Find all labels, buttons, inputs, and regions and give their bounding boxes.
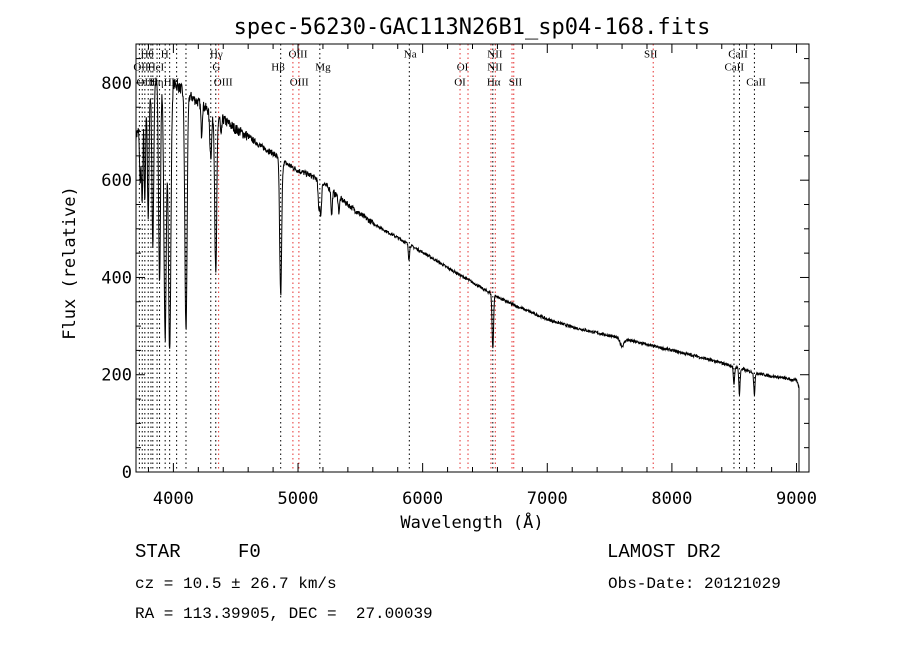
- spectral-line-label: G: [212, 61, 220, 73]
- y-tick-label: 800: [101, 74, 132, 94]
- x-axis-label: Wavelength (Å): [400, 511, 543, 533]
- y-tick-label: 600: [101, 171, 132, 191]
- x-tick-label: 6000: [402, 489, 443, 509]
- y-tick-label: 200: [101, 366, 132, 386]
- spectral-line-label: Mg: [315, 61, 331, 73]
- x-tick-label: 8000: [651, 489, 692, 509]
- spectrum-line: [135, 77, 800, 472]
- spectral-line-label: OI: [454, 76, 466, 88]
- x-tick-label: 4000: [153, 489, 194, 509]
- spectral-line-label: Hθ: [141, 49, 154, 61]
- spectral-line-label: CaII: [728, 49, 748, 61]
- spectral-line-label: NII: [487, 49, 503, 61]
- y-tick-label: 0: [122, 463, 132, 483]
- object-class: STAR: [135, 541, 181, 563]
- spectral-line-label: SII: [644, 49, 658, 61]
- reference-lines: [138, 44, 755, 472]
- plot-frame: [135, 43, 810, 473]
- spectral-line-label: Na: [404, 49, 417, 61]
- spectral-line-label: OI: [457, 61, 469, 73]
- x-tick-label: 5000: [278, 489, 319, 509]
- spectral-line-label: OIII: [289, 49, 308, 61]
- spectral-line-label: SII: [509, 76, 523, 88]
- coordinates: RA = 113.39905, DEC = 27.00039: [135, 605, 433, 623]
- object-subclass: F0: [238, 541, 261, 563]
- spectral-line-label: CaII: [724, 61, 744, 73]
- spectral-line-label: CaII: [746, 76, 766, 88]
- x-tick-label: 9000: [776, 489, 817, 509]
- axis-ticks: 4000 5000 6000 7000 8000 9000 0 200 400 600 800: [101, 44, 817, 509]
- y-tick-label: 400: [101, 268, 132, 288]
- spectral-line-label: HeI: [148, 61, 165, 73]
- spectral-line-label: OIII: [137, 76, 156, 88]
- chart-title: spec-56230-GAC113N26B1_sp04-168.fits: [234, 15, 711, 40]
- spectral-line-label: Hα: [487, 76, 501, 88]
- spectral-line-label: Hβ: [271, 61, 285, 73]
- spectral-line-label: NII: [487, 61, 503, 73]
- spectral-line-label: Hγ: [210, 49, 223, 61]
- spectral-line-label: OIII: [290, 76, 309, 88]
- spectral-line-label: H: [164, 76, 172, 88]
- spectral-line-label: OII: [133, 61, 149, 73]
- spectral-line-label: OIII: [214, 76, 233, 88]
- survey-name: LAMOST DR2: [607, 541, 722, 563]
- x-tick-label: 7000: [527, 489, 568, 509]
- y-axis-label: Flux (relative): [60, 186, 80, 340]
- redshift-readout: cz = 10.5 ± 26.7 km/s: [135, 575, 337, 593]
- obs-date: Obs-Date: 20121029: [608, 575, 781, 593]
- spectral-line-label: H: [161, 49, 169, 61]
